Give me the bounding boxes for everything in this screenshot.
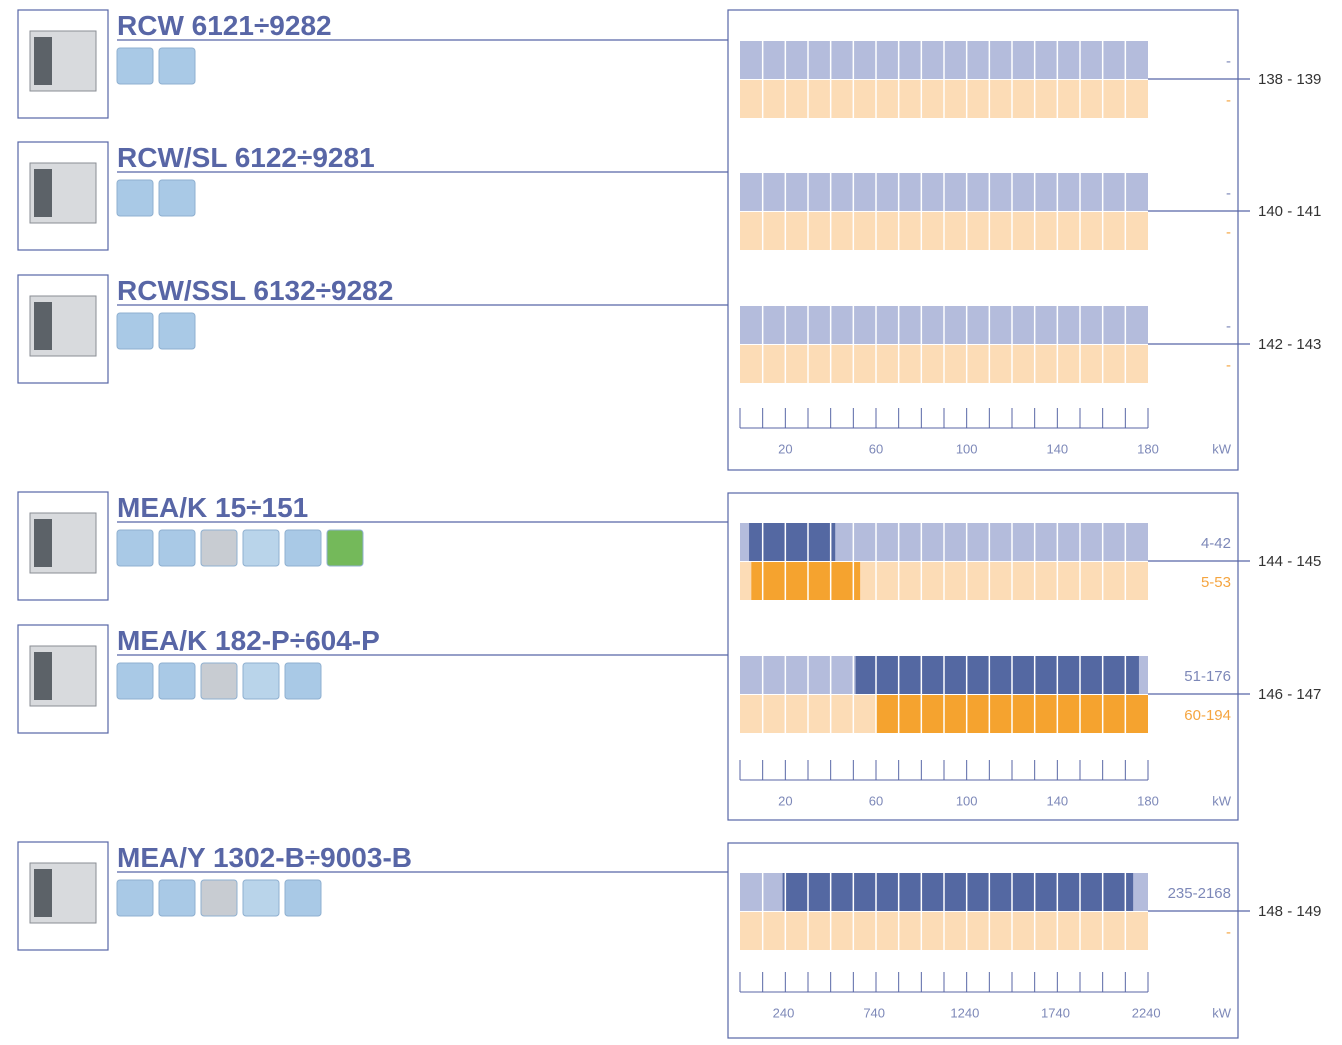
page-ref: 148 - 149 <box>1258 903 1321 920</box>
product-image-detail <box>34 869 52 917</box>
feature-icon <box>243 880 279 916</box>
feature-icon <box>117 180 153 216</box>
feature-icon <box>201 530 237 566</box>
axis-tick-label: 1740 <box>1041 1005 1070 1020</box>
product-name: MEA/K 182-P÷604-P <box>117 625 380 656</box>
axis-tick-label: 1240 <box>950 1005 979 1020</box>
page-ref: 142 - 143 <box>1258 336 1321 353</box>
heating-label: 60-194 <box>1184 707 1231 724</box>
product-image-detail <box>34 519 52 567</box>
feature-icon <box>201 663 237 699</box>
feature-icon <box>117 530 153 566</box>
axis-unit: kW <box>1212 441 1232 456</box>
feature-icon <box>117 880 153 916</box>
page-ref: 138 - 139 <box>1258 71 1321 88</box>
axis-tick-label: 60 <box>869 793 883 808</box>
cooling-label: - <box>1226 185 1231 202</box>
axis-tick-label: 100 <box>956 793 978 808</box>
axis-tick-label: 20 <box>778 793 792 808</box>
page-ref: 146 - 147 <box>1258 686 1321 703</box>
cooling-label: - <box>1226 53 1231 70</box>
product-name: RCW 6121÷9282 <box>117 10 332 41</box>
axis-unit: kW <box>1212 793 1232 808</box>
cooling-label: 235-2168 <box>1168 885 1231 902</box>
axis-tick-label: 2240 <box>1132 1005 1161 1020</box>
feature-icon <box>243 663 279 699</box>
axis-tick-label: 180 <box>1137 793 1159 808</box>
product-image-detail <box>34 652 52 700</box>
product-image-detail <box>34 37 52 85</box>
cooling-label: 51-176 <box>1184 668 1231 685</box>
feature-icon <box>117 48 153 84</box>
feature-icon <box>159 48 195 84</box>
cooling-label: 4-42 <box>1201 535 1231 552</box>
feature-icon <box>285 530 321 566</box>
cooling-label: - <box>1226 318 1231 335</box>
feature-icon <box>285 663 321 699</box>
feature-icon <box>117 663 153 699</box>
axis-tick-label: 740 <box>863 1005 885 1020</box>
feature-icon <box>243 530 279 566</box>
feature-icon <box>159 313 195 349</box>
heating-label: - <box>1226 92 1231 109</box>
axis-tick-label: 60 <box>869 441 883 456</box>
heating-label: - <box>1226 357 1231 374</box>
axis-tick-label: 20 <box>778 441 792 456</box>
axis-tick-label: 140 <box>1046 793 1068 808</box>
catalog-page: RCW 6121÷9282 - - 138 - 139 RCW/SL 6122÷9281… <box>0 0 1342 1045</box>
feature-icon <box>159 663 195 699</box>
heating-label: - <box>1226 224 1231 241</box>
axis-tick-label: 100 <box>956 441 978 456</box>
page-ref: 140 - 141 <box>1258 203 1321 220</box>
product-image-detail <box>34 169 52 217</box>
feature-icon <box>159 880 195 916</box>
heating-range <box>751 562 860 600</box>
product-name: RCW/SL 6122÷9281 <box>117 142 375 173</box>
product-name: MEA/K 15÷151 <box>117 492 308 523</box>
feature-icon <box>159 180 195 216</box>
heating-label: 5-53 <box>1201 574 1231 591</box>
axis-tick-label: 140 <box>1046 441 1068 456</box>
feature-icon <box>159 530 195 566</box>
axis-tick-label: 180 <box>1137 441 1159 456</box>
product-name: MEA/Y 1302-B÷9003-B <box>117 842 412 873</box>
product-name: RCW/SSL 6132÷9282 <box>117 275 393 306</box>
axis-unit: kW <box>1212 1005 1232 1020</box>
heating-label: - <box>1226 924 1231 941</box>
product-image-detail <box>34 302 52 350</box>
feature-icon <box>117 313 153 349</box>
page-ref: 144 - 145 <box>1258 553 1321 570</box>
feature-icon <box>201 880 237 916</box>
axis-tick-label: 240 <box>773 1005 795 1020</box>
feature-icon <box>285 880 321 916</box>
feature-icon <box>327 530 363 566</box>
